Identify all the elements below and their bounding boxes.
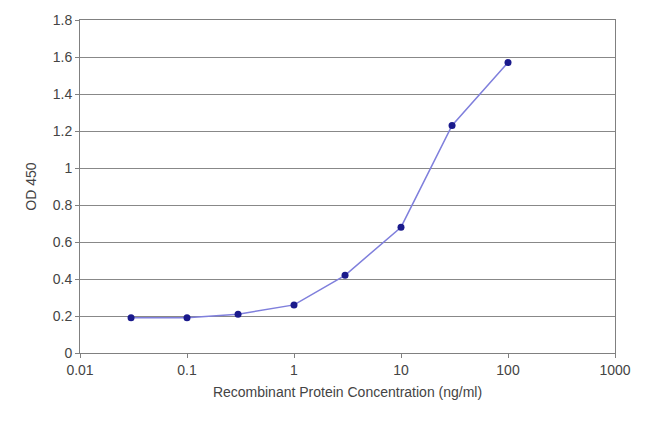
svg-text:0.6: 0.6 xyxy=(53,234,73,250)
svg-text:0.01: 0.01 xyxy=(66,362,93,378)
svg-text:0.2: 0.2 xyxy=(53,308,73,324)
svg-text:0: 0 xyxy=(64,345,72,361)
svg-text:OD 450: OD 450 xyxy=(23,162,39,210)
svg-text:100: 100 xyxy=(496,362,520,378)
svg-text:0.4: 0.4 xyxy=(53,271,73,287)
svg-text:10: 10 xyxy=(393,362,409,378)
svg-text:1000: 1000 xyxy=(599,362,630,378)
svg-text:1.8: 1.8 xyxy=(53,12,73,28)
svg-text:1: 1 xyxy=(64,160,72,176)
svg-text:1.4: 1.4 xyxy=(53,86,73,102)
svg-text:0.1: 0.1 xyxy=(177,362,197,378)
svg-text:1.2: 1.2 xyxy=(53,123,73,139)
svg-text:1.6: 1.6 xyxy=(53,49,73,65)
svg-text:1: 1 xyxy=(290,362,298,378)
svg-text:Recombinant Protein Concentrat: Recombinant Protein Concentration (ng/ml… xyxy=(213,384,482,400)
svg-text:0.8: 0.8 xyxy=(53,197,73,213)
